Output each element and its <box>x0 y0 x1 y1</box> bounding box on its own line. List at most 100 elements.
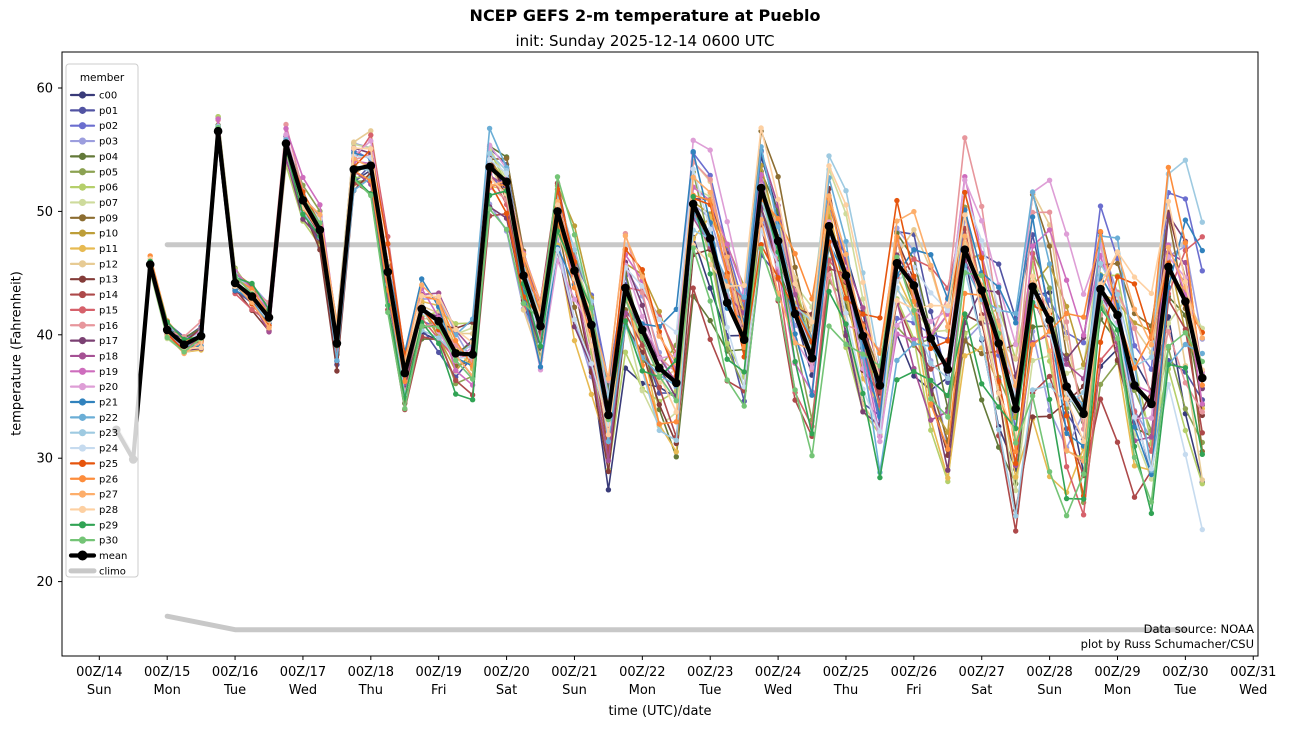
member-point <box>537 343 544 349</box>
member-point <box>673 437 679 443</box>
mean-point <box>485 162 494 172</box>
member-point <box>809 319 815 325</box>
member-point <box>894 315 900 322</box>
mean-point <box>162 325 172 335</box>
member-point <box>1182 196 1189 202</box>
mean-point <box>1130 381 1139 390</box>
series-members <box>113 114 1206 534</box>
member-point <box>639 289 645 296</box>
x-tick-day-label: Sun <box>87 683 112 698</box>
member-point <box>894 377 900 383</box>
series-member-p20 <box>113 131 1206 463</box>
x-tick-day-label: Wed <box>1239 683 1267 698</box>
member-point <box>911 256 917 262</box>
member-point <box>1080 496 1087 502</box>
x-tick-label: 00Z/21 <box>551 665 597 680</box>
member-point <box>1148 476 1155 482</box>
member-point <box>588 391 595 397</box>
member-point <box>792 280 798 287</box>
member-point <box>656 308 662 315</box>
mean-point <box>417 304 427 314</box>
member-point <box>571 316 578 323</box>
legend-sample-marker-p17 <box>78 337 87 345</box>
member-point <box>928 427 934 433</box>
legend-entry-label-p09: p09 <box>99 213 118 224</box>
member-point <box>1097 339 1104 345</box>
member-point <box>1199 268 1206 274</box>
member-point <box>673 419 679 425</box>
member-point <box>673 409 679 415</box>
member-point <box>656 421 662 427</box>
mean-point <box>451 349 461 358</box>
member-point <box>571 304 578 310</box>
mean-point <box>383 267 393 277</box>
member-point <box>911 273 917 279</box>
mean-point <box>655 363 664 373</box>
member-point <box>1013 448 1019 455</box>
x-tick-day-label: Mon <box>1104 683 1131 698</box>
member-point <box>656 401 662 408</box>
member-point <box>877 474 883 481</box>
member-point <box>826 288 832 295</box>
mean-point <box>145 260 155 269</box>
member-point <box>351 145 357 151</box>
y-tick-label: 60 <box>36 82 53 97</box>
member-point <box>419 323 425 329</box>
member-point <box>639 283 645 289</box>
member-point <box>1182 365 1189 371</box>
mean-point <box>349 165 359 174</box>
mean-point <box>434 316 444 326</box>
member-point <box>198 345 204 351</box>
member-point <box>1063 464 1070 470</box>
legend-entry-label-p12: p12 <box>99 259 118 270</box>
member-point <box>775 216 781 222</box>
legend-entry-label-p01: p01 <box>99 106 118 117</box>
x-tick-day-label: Sat <box>496 683 517 698</box>
mean-point <box>824 221 834 231</box>
member-point <box>588 361 595 367</box>
member-point <box>979 397 985 403</box>
member-point <box>605 487 612 493</box>
member-point <box>503 170 510 176</box>
member-point <box>792 387 798 393</box>
member-point <box>792 340 798 346</box>
member-point <box>1131 463 1138 469</box>
member-point <box>707 285 713 291</box>
member-point <box>792 291 798 298</box>
member-point <box>1063 430 1070 437</box>
member-point <box>1182 278 1189 285</box>
member-point <box>1013 440 1019 446</box>
legend-entry-label-p30: p30 <box>99 536 118 547</box>
member-point <box>571 223 578 229</box>
y-tick-label: 50 <box>36 205 53 220</box>
member-point <box>979 335 985 342</box>
member-point <box>673 329 679 335</box>
member-point <box>928 396 934 402</box>
legend-sample-marker-p28 <box>78 505 87 514</box>
member-point <box>724 324 730 331</box>
plot-frame <box>61 51 1259 657</box>
legend-entry-label-p19: p19 <box>99 367 118 378</box>
member-point <box>962 353 968 359</box>
member-point <box>486 125 493 132</box>
member-point <box>1029 414 1036 420</box>
x-tick-label: 00Z/18 <box>348 665 394 680</box>
member-point <box>486 150 493 157</box>
member-point <box>962 177 968 183</box>
mean-point <box>841 271 851 280</box>
legend-title: member <box>80 72 125 84</box>
member-point <box>469 397 476 403</box>
member-point <box>1013 341 1019 348</box>
member-point <box>945 467 951 473</box>
legend-sample-marker-p05 <box>78 168 87 176</box>
member-point <box>962 290 968 297</box>
legend-entry-label-p06: p06 <box>99 183 118 194</box>
member-point <box>928 302 934 309</box>
member-point <box>266 325 272 331</box>
member-point <box>605 432 612 438</box>
member-point <box>368 146 374 152</box>
legend-entry-label-p11: p11 <box>99 244 118 255</box>
member-point <box>520 251 527 258</box>
mean-point <box>502 177 511 187</box>
